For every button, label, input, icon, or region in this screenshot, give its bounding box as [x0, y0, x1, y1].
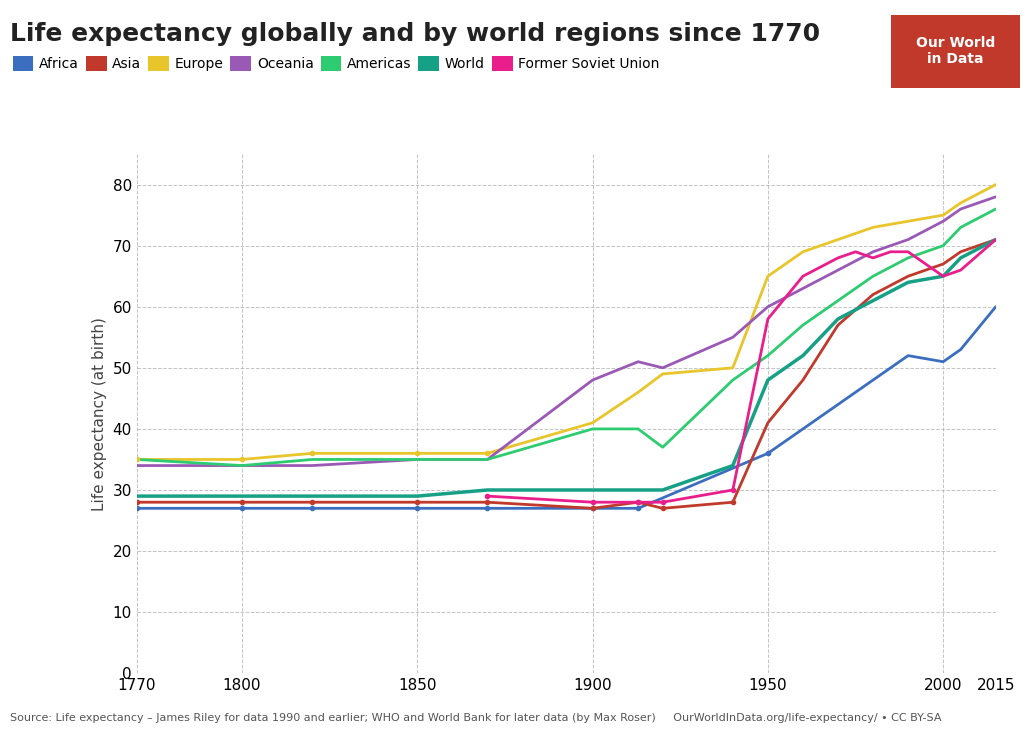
Text: Life expectancy globally and by world regions since 1770: Life expectancy globally and by world re… [10, 22, 821, 46]
Y-axis label: Life expectancy (at birth): Life expectancy (at birth) [92, 317, 107, 510]
Text: Our World
in Data: Our World in Data [916, 36, 995, 66]
Legend: Africa, Asia, Europe, Oceania, Americas, World, Former Soviet Union: Africa, Asia, Europe, Oceania, Americas,… [7, 51, 665, 77]
Text: Source: Life expectancy – James Riley for data 1990 and earlier; WHO and World B: Source: Life expectancy – James Riley fo… [10, 712, 941, 723]
